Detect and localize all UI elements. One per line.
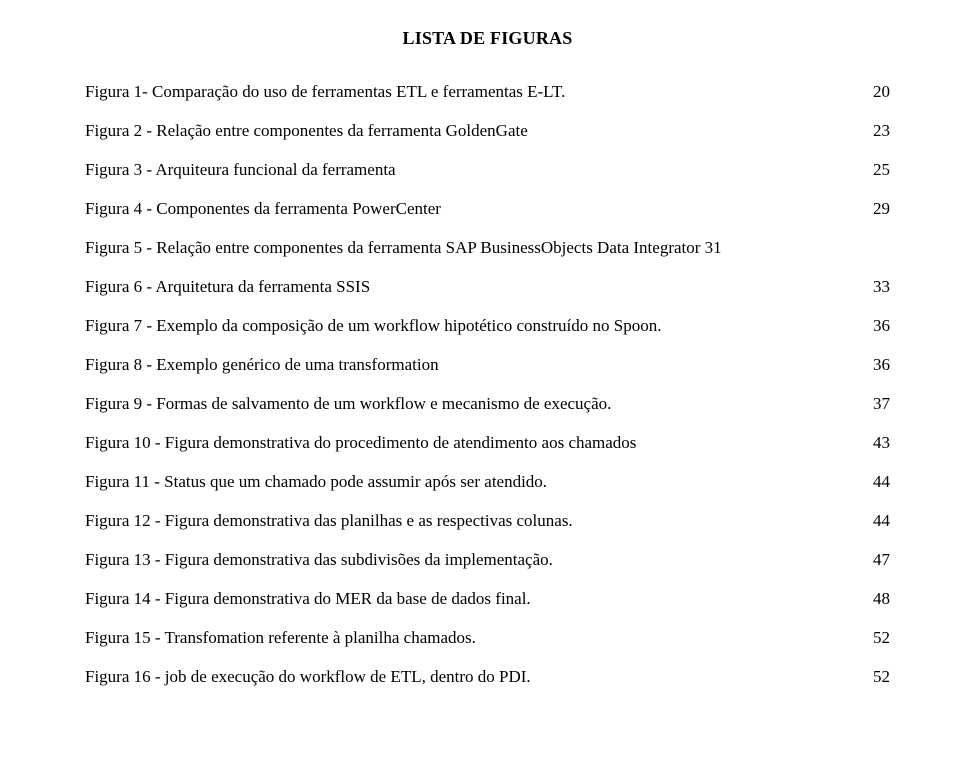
list-item: Figura 12 - Figura demonstrativa das pla… <box>85 512 890 529</box>
entry-label: Figura 3 - Arquiteura funcional da ferra… <box>85 161 396 178</box>
entry-page: 48 <box>873 590 890 607</box>
list-item: Figura 11 - Status que um chamado pode a… <box>85 473 890 490</box>
page-container: LISTA DE FIGURAS Figura 1- Comparação do… <box>0 0 960 685</box>
list-item: Figura 8 - Exemplo genérico de uma trans… <box>85 356 890 373</box>
page-title: LISTA DE FIGURAS <box>85 28 890 49</box>
entry-page: 36 <box>873 356 890 373</box>
list-item: Figura 10 - Figura demonstrativa do proc… <box>85 434 890 451</box>
entry-page: 20 <box>873 83 890 100</box>
entry-label: Figura 2 - Relação entre componentes da … <box>85 122 528 139</box>
entry-label: Figura 15 - Transfomation referente à pl… <box>85 629 476 646</box>
entry-label: Figura 4 - Componentes da ferramenta Pow… <box>85 200 441 217</box>
entry-page: 44 <box>873 473 890 490</box>
list-item: Figura 3 - Arquiteura funcional da ferra… <box>85 161 890 178</box>
entry-page: 36 <box>873 317 890 334</box>
entry-label: Figura 13 - Figura demonstrativa das sub… <box>85 551 553 568</box>
list-item: Figura 7 - Exemplo da composição de um w… <box>85 317 890 334</box>
list-item: Figura 2 - Relação entre componentes da … <box>85 122 890 139</box>
entry-label: Figura 11 - Status que um chamado pode a… <box>85 473 547 490</box>
entry-page: 52 <box>873 629 890 646</box>
list-item: Figura 13 - Figura demonstrativa das sub… <box>85 551 890 568</box>
list-item: Figura 16 - job de execução do workflow … <box>85 668 890 685</box>
entry-label: Figura 8 - Exemplo genérico de uma trans… <box>85 356 439 373</box>
list-item: Figura 15 - Transfomation referente à pl… <box>85 629 890 646</box>
entry-label: Figura 14 - Figura demonstrativa do MER … <box>85 590 531 607</box>
entry-page: 23 <box>873 122 890 139</box>
entry-page: 25 <box>873 161 890 178</box>
list-item: Figura 9 - Formas de salvamento de um wo… <box>85 395 890 412</box>
entry-page: 52 <box>873 668 890 685</box>
entry-label: Figura 1- Comparação do uso de ferrament… <box>85 83 565 100</box>
entry-label: Figura 16 - job de execução do workflow … <box>85 668 531 685</box>
list-item: Figura 1- Comparação do uso de ferrament… <box>85 83 890 100</box>
entry-label: Figura 9 - Formas de salvamento de um wo… <box>85 395 611 412</box>
entry-page: 37 <box>873 395 890 412</box>
entry-label: Figura 12 - Figura demonstrativa das pla… <box>85 512 573 529</box>
entry-page: 43 <box>873 434 890 451</box>
entry-label: Figura 5 - Relação entre componentes da … <box>85 239 722 256</box>
entry-label: Figura 7 - Exemplo da composição de um w… <box>85 317 662 334</box>
entry-page: 29 <box>873 200 890 217</box>
figure-list: Figura 1- Comparação do uso de ferrament… <box>85 83 890 685</box>
entry-label: Figura 6 - Arquitetura da ferramenta SSI… <box>85 278 370 295</box>
list-item: Figura 4 - Componentes da ferramenta Pow… <box>85 200 890 217</box>
entry-page: 47 <box>873 551 890 568</box>
entry-page: 33 <box>873 278 890 295</box>
list-item: Figura 5 - Relação entre componentes da … <box>85 239 890 256</box>
entry-page: 44 <box>873 512 890 529</box>
list-item: Figura 14 - Figura demonstrativa do MER … <box>85 590 890 607</box>
entry-label: Figura 10 - Figura demonstrativa do proc… <box>85 434 636 451</box>
list-item: Figura 6 - Arquitetura da ferramenta SSI… <box>85 278 890 295</box>
